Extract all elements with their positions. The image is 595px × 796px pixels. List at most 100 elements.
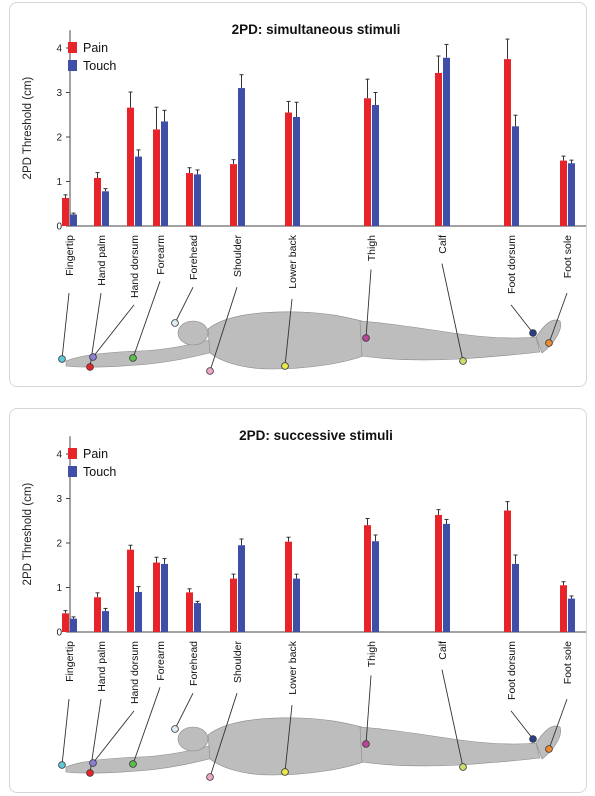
y-tick-label: 1 <box>56 177 62 188</box>
category-label-foot-sole: Foot sole <box>562 641 574 684</box>
y-tick-label: 2 <box>56 133 62 144</box>
marker-fingertip <box>58 761 66 769</box>
bar-touch-forehead <box>194 603 201 632</box>
panel-successive: 2PD: successive stimuli 0 1 2 3 4 2PD Threshol… <box>9 408 587 793</box>
bar-touch-shoulder <box>238 88 245 226</box>
leader-line-thigh <box>365 675 372 745</box>
leader-line-hand-dorsum <box>92 304 135 358</box>
y-tick-label: 4 <box>56 450 62 461</box>
marker-fingertip <box>58 355 66 363</box>
y-tick-label: 3 <box>56 494 62 505</box>
y-tick-label: 3 <box>56 88 62 99</box>
bar-touch-fingertip <box>70 214 77 226</box>
bar-touch-shoulder <box>238 545 245 632</box>
bar-touch-hand-dorsum <box>135 591 142 632</box>
bar-pain-fingertip <box>62 197 69 226</box>
leader-line-forearm <box>132 687 161 765</box>
category-label-forearm: Forearm <box>155 641 167 681</box>
legend-label-pain: Pain <box>83 41 108 55</box>
legend-label-touch: Touch <box>83 59 116 73</box>
body-figure <box>65 717 561 776</box>
y-tick-label: 0 <box>56 628 62 639</box>
bar-touch-thigh <box>372 541 379 632</box>
marker-forearm <box>129 760 137 768</box>
leader-line-thigh <box>365 269 372 339</box>
bar-touch-fingertip <box>70 618 77 632</box>
legs-shape <box>359 726 541 767</box>
marker-forehead <box>171 725 179 733</box>
bar-pain-forehead <box>186 173 193 226</box>
bar-touch-hand-dorsum <box>135 156 142 226</box>
category-label-calf: Calf <box>437 641 449 660</box>
bar-touch-foot-sole <box>568 598 575 632</box>
bar-pain-shoulder <box>230 578 237 632</box>
category-label-foot-dorsum: Foot dorsum <box>506 235 518 294</box>
bar-touch-calf <box>443 523 450 632</box>
bar-pain-forehead <box>186 592 193 632</box>
bar-pain-fingertip <box>62 613 69 632</box>
leader-line-forehead <box>174 286 194 324</box>
foot-shape <box>535 725 561 760</box>
legend-swatch-pain <box>68 448 77 459</box>
bar-pain-lower-back <box>285 541 292 632</box>
legend-label-touch: Touch <box>83 465 116 479</box>
leader-line-calf <box>441 669 464 768</box>
bar-touch-forearm <box>161 121 168 226</box>
leader-line-hand-dorsum <box>92 710 135 764</box>
leader-line-fingertip <box>61 699 70 766</box>
head-shape <box>177 726 209 752</box>
leader-line-forearm <box>132 281 161 359</box>
legs-shape <box>359 320 541 361</box>
chart-title: 2PD: simultaneous stimuli <box>232 22 401 37</box>
marker-calf <box>459 357 467 365</box>
bar-touch-hand-palm <box>102 191 109 226</box>
bar-touch-foot-dorsum <box>512 126 519 226</box>
category-label-shoulder: Shoulder <box>232 640 244 683</box>
category-label-calf: Calf <box>437 235 449 254</box>
marker-calf <box>459 763 467 771</box>
legend-swatch-pain <box>68 42 77 53</box>
category-label-foot-dorsum: Foot dorsum <box>506 641 518 700</box>
marker-lower-back <box>281 362 289 370</box>
head-shape <box>177 320 209 346</box>
bar-pain-calf <box>435 72 442 226</box>
bar-touch-lower-back <box>293 578 300 632</box>
bar-touch-foot-sole <box>568 163 575 226</box>
bar-pain-foot-sole <box>560 160 567 226</box>
category-label-hand-palm: Hand palm <box>96 235 108 286</box>
category-label-fingertip: Fingertip <box>64 641 76 682</box>
y-tick-label: 0 <box>56 222 62 233</box>
torso-shape <box>207 311 367 370</box>
torso-shape <box>207 717 367 776</box>
marker-forearm <box>129 354 137 362</box>
bar-touch-calf <box>443 57 450 226</box>
marker-hand-dorsum <box>89 353 97 361</box>
y-tick-label: 4 <box>56 44 62 55</box>
body-figure <box>65 311 561 370</box>
bar-touch-hand-palm <box>102 611 109 632</box>
marker-lower-back <box>281 768 289 776</box>
leader-line-lower-back <box>284 704 293 773</box>
category-label-forehead: Forehead <box>188 235 200 280</box>
category-label-hand-dorsum: Hand dorsum <box>129 235 141 298</box>
bar-touch-lower-back <box>293 116 300 226</box>
leader-line-shoulder <box>209 287 238 372</box>
bar-pain-hand-palm <box>94 177 101 226</box>
marker-thigh <box>362 334 370 342</box>
bar-pain-calf <box>435 514 442 632</box>
category-label-shoulder: Shoulder <box>232 234 244 277</box>
bar-pain-foot-dorsum <box>504 510 511 632</box>
legend-label-pain: Pain <box>83 447 108 461</box>
marker-foot-dorsum <box>529 329 537 337</box>
bar-pain-hand-dorsum <box>127 107 134 226</box>
bar-pain-thigh <box>364 98 371 226</box>
leader-line-forehead <box>174 692 194 730</box>
category-label-lower-back: Lower back <box>287 234 299 288</box>
marker-thigh <box>362 740 370 748</box>
bar-touch-foot-dorsum <box>512 563 519 632</box>
panel-simultaneous: 2PD: simultaneous stimuli 0 1 2 3 4 2PD Thresh… <box>9 2 587 387</box>
bar-pain-lower-back <box>285 112 292 226</box>
bar-touch-forearm <box>161 563 168 632</box>
foot-shape <box>535 319 561 354</box>
